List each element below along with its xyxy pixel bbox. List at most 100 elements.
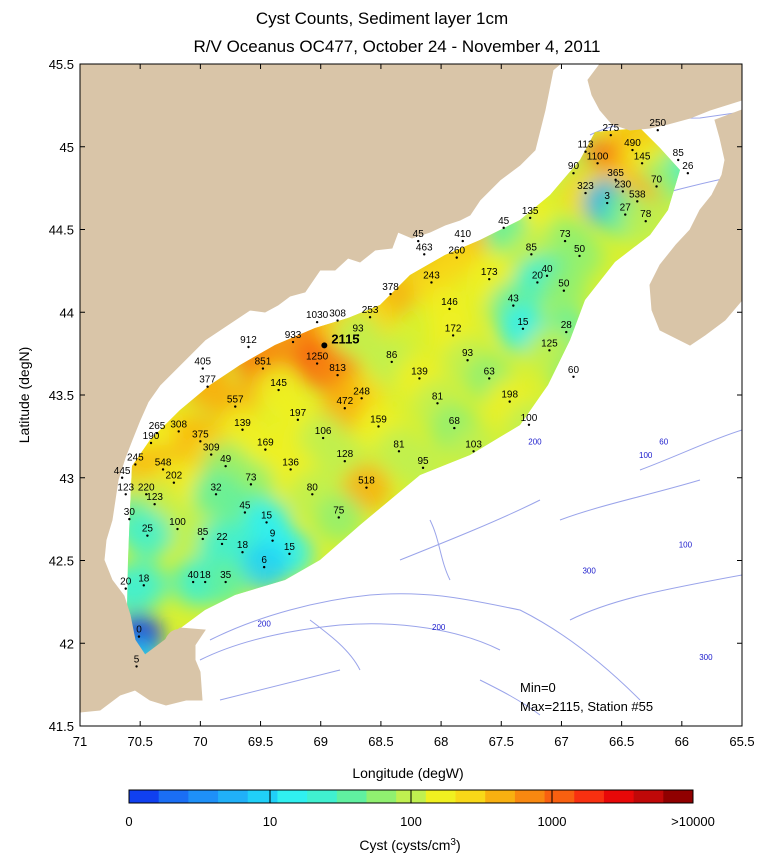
station-value: 125 [541, 338, 558, 349]
station-value: 73 [560, 229, 572, 240]
station-value: 375 [192, 429, 209, 440]
colorbar-cell [544, 790, 575, 803]
colorbar-cell [663, 790, 694, 803]
land-nova-scotia [649, 64, 742, 346]
station-dot [315, 362, 319, 365]
y-tick-label: 44 [60, 305, 74, 320]
station-dot [262, 565, 266, 569]
station-value: 260 [448, 246, 465, 257]
station-value: 3 [604, 191, 610, 202]
station-dot [135, 665, 138, 668]
station-dot [264, 448, 267, 451]
station-value: 410 [454, 229, 471, 240]
station-value: 197 [290, 408, 307, 419]
contour-depth-label: 300 [582, 567, 596, 576]
x-tick-label: 67 [554, 734, 568, 749]
colorbar-tick-label: 0 [125, 814, 132, 829]
contour-depth-label: 100 [679, 540, 693, 549]
x-tick-label: 68.5 [368, 734, 393, 749]
station-value: 15 [261, 510, 273, 521]
station-dot [155, 431, 159, 435]
station-value: 445 [114, 466, 131, 477]
station-value: 538 [629, 189, 646, 200]
station-dot [466, 359, 469, 362]
station-dot [336, 319, 339, 322]
colorbar-cell [188, 790, 219, 803]
station-dot [631, 148, 634, 152]
contour-depth-label: 200 [528, 438, 542, 447]
station-dot [640, 162, 644, 165]
station-dot [614, 178, 617, 182]
colorbar-cell [366, 790, 397, 803]
station-value: 93 [462, 348, 474, 359]
station-dot [220, 542, 224, 546]
station-value: 405 [194, 357, 211, 368]
station-dot [536, 281, 539, 284]
station-dot [686, 172, 690, 175]
colorbar: 0 10 100 1000 >10000 Cyst (cysts/cm3) [125, 789, 715, 853]
station-value: 81 [432, 391, 444, 402]
colorbar-cell [633, 790, 664, 803]
station-dot [199, 440, 202, 443]
station-dot [397, 450, 401, 453]
station-dot [563, 239, 567, 243]
station-dot [453, 426, 456, 430]
station-dot [624, 213, 627, 216]
station-dot [146, 534, 149, 537]
station-dot [134, 463, 137, 466]
station-value: 136 [282, 457, 299, 468]
station-dot [120, 476, 124, 479]
station-dot [562, 289, 566, 292]
station-value: 28 [561, 320, 573, 331]
station-value: 1030 [306, 310, 329, 321]
station-dot [421, 466, 425, 470]
colorbar-tick-label: 10 [263, 814, 277, 829]
station-dot [234, 405, 237, 408]
station-value: 43 [508, 294, 520, 305]
plot-area: 6060100100200200200300300 27525011349011… [80, 64, 742, 726]
station-dot [418, 377, 421, 380]
station-dot [201, 537, 204, 541]
station-dot [390, 360, 393, 364]
station-value: 50 [574, 244, 586, 255]
station-dot [365, 486, 368, 489]
station-dot [636, 200, 639, 203]
x-tick-label: 70.5 [128, 734, 153, 749]
station-value: 40 [541, 264, 553, 275]
station-value: 139 [411, 366, 428, 377]
station-value: 250 [649, 118, 666, 129]
station-value: 85 [526, 242, 538, 253]
station-value: 85 [197, 527, 209, 538]
station-value: 139 [234, 418, 251, 429]
station-value: 35 [220, 570, 232, 581]
title-line-1: Cyst Counts, Sediment layer 1cm [256, 9, 508, 28]
station-value: 851 [255, 357, 272, 368]
station-value: 95 [417, 456, 429, 467]
station-dot [451, 334, 455, 337]
y-tick-label: 44.5 [49, 223, 74, 238]
station-value: 309 [203, 443, 220, 454]
contour-depth-label: 100 [639, 451, 653, 460]
station-dot [241, 551, 244, 554]
station-dot [527, 423, 531, 426]
station-value: 113 [578, 140, 594, 151]
station-dot [311, 493, 314, 496]
contour-depth-label: 200 [432, 623, 446, 632]
station-dot [128, 517, 131, 521]
x-tick-label: 70 [193, 734, 207, 749]
colorbar-cell [277, 790, 308, 803]
station-value: 245 [127, 453, 144, 464]
land-new-england [80, 64, 561, 713]
station-value: 26 [682, 161, 694, 172]
station-dot [343, 460, 346, 463]
axis-ticks [79, 63, 743, 727]
station-value: 103 [465, 439, 482, 450]
station-dot [172, 481, 176, 484]
station-value: 15 [517, 317, 529, 328]
station-value: 230 [614, 179, 631, 190]
y-axis-label: Latitude (degN) [16, 347, 32, 444]
station-value: 159 [370, 414, 387, 425]
land-cape-cod-hook [165, 629, 190, 645]
station-dot [584, 191, 587, 195]
station-value: 912 [240, 335, 257, 346]
